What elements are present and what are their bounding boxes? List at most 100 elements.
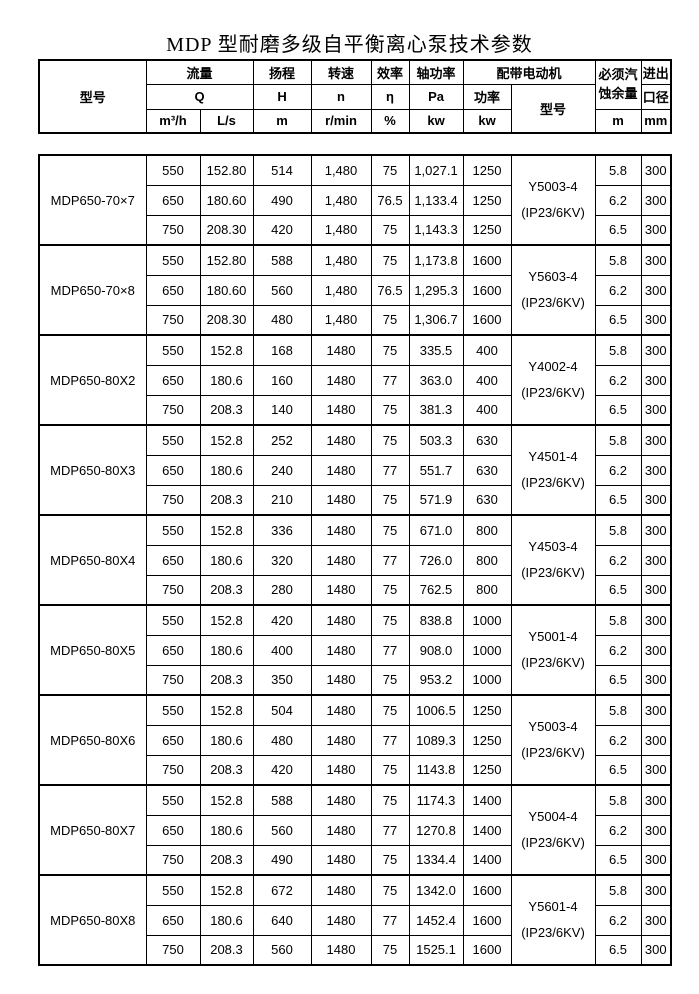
motor-power-cell: 1250 [462,724,512,756]
col-header-flow: 流量 [145,59,254,85]
head-cell: 514 [252,154,312,186]
motor-model-cell: Y5001-4 (IP23/6KV) [510,604,596,696]
head-cell: 320 [252,544,312,576]
motor-model-line: Y4002-4 [528,359,578,374]
flow-ls-cell: 180.6 [199,544,254,576]
col-symbol-head: H [252,83,312,110]
flow-ls-cell: 152.8 [199,514,254,546]
shaft-power-cell: 762.5 [408,574,464,606]
spec-row: MDP650-80X8 550 152.8 672 1480 75 1342.0 1600 Y5… [38,874,672,966]
spec-row: 750 208.3 210 1480 75 571.9 630 6.5 300 [39,484,672,516]
flow-ls-cell: 208.30 [199,304,254,336]
port-diameter-cell: 300 [640,424,672,456]
head-cell: 560 [252,934,312,966]
motor-power-cell: 630 [462,454,512,486]
flow-m3h-cell: 750 [145,484,201,516]
shaft-power-cell: 381.3 [408,394,464,426]
speed-cell: 1480 [310,724,372,756]
head-cell: 640 [252,904,312,936]
flow-ls-cell: 180.6 [199,724,254,756]
motor-power-cell: 1400 [462,784,512,816]
npsh-cell: 6.5 [594,304,642,336]
motor-model-line: Y5001-4 [528,629,578,644]
flow-ls-cell: 180.6 [199,814,254,846]
motor-spec-line: (IP23/6KV) [521,925,585,940]
efficiency-cell: 77 [370,634,410,666]
efficiency-cell: 77 [370,454,410,486]
motor-power-cell: 1600 [462,244,512,276]
port-diameter-cell: 300 [640,544,672,576]
motor-power-cell: 1250 [462,214,512,246]
flow-ls-cell: 180.6 [199,904,254,936]
motor-power-cell: 1600 [462,904,512,936]
flow-ls-cell: 180.60 [199,184,254,216]
npsh-cell: 5.8 [594,424,642,456]
efficiency-cell: 75 [370,784,410,816]
flow-ls-cell: 208.3 [199,484,254,516]
port-diameter-cell: 300 [640,154,672,186]
flow-m3h-cell: 750 [145,934,201,966]
shaft-power-cell: 1006.5 [408,694,464,726]
flow-m3h-cell: 550 [145,154,201,186]
efficiency-cell: 75 [370,934,410,966]
flow-m3h-cell: 550 [145,784,201,816]
pump-model-cell: MDP650-80X3 [38,424,147,516]
speed-cell: 1,480 [310,154,372,186]
head-cell: 168 [252,334,312,366]
head-cell: 252 [252,424,312,456]
head-cell: 560 [252,814,312,846]
head-cell: 336 [252,514,312,546]
motor-model-cell: Y5603-4 (IP23/6KV) [510,244,596,336]
speed-cell: 1480 [310,634,372,666]
port-diameter-cell: 300 [640,904,672,936]
motor-model-cell: Y4002-4 (IP23/6KV) [510,334,596,426]
speed-cell: 1480 [310,544,372,576]
flow-ls-cell: 152.8 [199,694,254,726]
port-diameter-cell: 300 [640,664,672,696]
port-diameter-cell: 300 [640,334,672,366]
speed-cell: 1480 [310,454,372,486]
motor-model-cell: Y5004-4 (IP23/6KV) [510,784,596,876]
head-cell: 588 [252,784,312,816]
col-unit-head: m [252,108,312,134]
flow-ls-cell: 152.8 [199,334,254,366]
efficiency-cell: 75 [370,154,410,186]
col-unit-flow-ls: L/s [199,108,254,134]
spec-row: MDP650-80X4 550 152.8 336 1480 75 671.0 800 Y450… [38,514,672,606]
speed-cell: 1480 [310,364,372,396]
spec-row: 650 180.6 240 1480 77 551.7 630 6.2 300 [39,454,672,486]
speed-cell: 1,480 [310,244,372,276]
motor-spec-line: (IP23/6KV) [521,745,585,760]
pump-model-cell: MDP650-80X2 [38,334,147,426]
flow-m3h-cell: 650 [145,454,201,486]
shaft-power-cell: 1,295.3 [408,274,464,306]
speed-cell: 1480 [310,574,372,606]
col-header-efficiency: 效率 [370,59,410,85]
flow-m3h-cell: 650 [145,544,201,576]
efficiency-cell: 75 [370,694,410,726]
spec-row: 650 180.60 560 1,480 76.5 1,295.3 1600 6.2 300 [39,274,672,306]
npsh-cell: 5.8 [594,604,642,636]
speed-cell: 1480 [310,394,372,426]
col-header-shaft-power: 轴功率 [408,59,464,85]
flow-m3h-cell: 650 [145,724,201,756]
flow-m3h-cell: 750 [145,304,201,336]
speed-cell: 1480 [310,904,372,936]
motor-power-cell: 1600 [462,304,512,336]
shaft-power-cell: 953.2 [408,664,464,696]
motor-power-cell: 1250 [462,694,512,726]
flow-m3h-cell: 650 [145,634,201,666]
npsh-cell: 5.8 [594,244,642,276]
flow-ls-cell: 208.3 [199,844,254,876]
spec-row: 750 208.3 350 1480 75 953.2 1000 6.5 300 [39,664,672,696]
npsh-cell: 6.2 [594,724,642,756]
port-diameter-cell: 300 [640,214,672,246]
port-diameter-cell: 300 [640,634,672,666]
efficiency-cell: 75 [370,424,410,456]
head-cell: 490 [252,184,312,216]
pump-model-cell: MDP650-80X4 [38,514,147,606]
efficiency-cell: 76.5 [370,184,410,216]
flow-ls-cell: 208.3 [199,574,254,606]
motor-model-line: Y4503-4 [528,539,578,554]
efficiency-cell: 77 [370,814,410,846]
